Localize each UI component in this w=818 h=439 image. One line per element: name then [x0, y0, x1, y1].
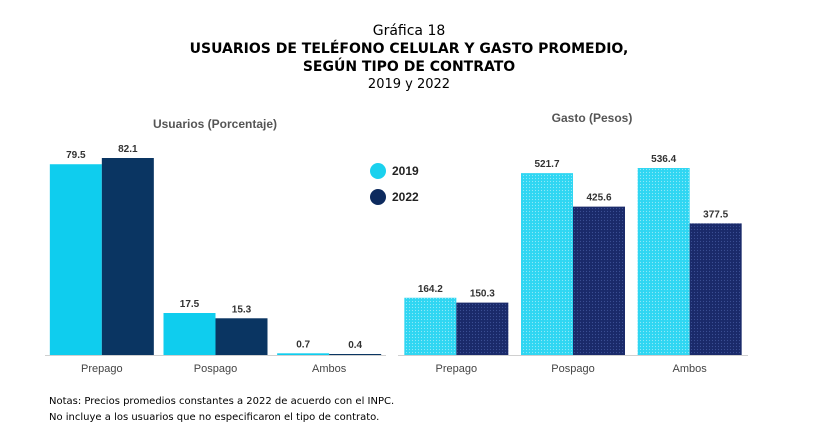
chart-title-line-1: USUARIOS DE TELÉFONO CELULAR Y GASTO PRO… — [189, 41, 629, 57]
bar-usuarios-ambos-2019 — [277, 353, 330, 355]
data-label-usuarios-ambos-2019: 0.7 — [296, 339, 310, 350]
bar-usuarios-pospago-2019 — [163, 313, 216, 355]
bar-usuarios-prepago-2019 — [49, 164, 102, 355]
data-label-gasto-pospago-2019: 521.7 — [534, 159, 559, 170]
category-label-gasto-prepago: Prepago — [436, 363, 478, 375]
bar-gasto-prepago-2019 — [404, 297, 457, 355]
chart-title-line-2: SEGÚN TIPO DE CONTRATO — [302, 59, 516, 75]
category-label-usuarios-pospago: Pospago — [194, 363, 237, 375]
legend-swatch-2022 — [370, 189, 386, 205]
legend-label-2022: 2022 — [392, 190, 419, 204]
panel-title-gasto: Gasto (Pesos) — [552, 111, 633, 125]
data-label-usuarios-prepago-2022: 82.1 — [118, 144, 138, 155]
data-label-gasto-ambos-2022: 377.5 — [703, 209, 728, 220]
bar-usuarios-ambos-2022 — [329, 354, 382, 355]
legend-label-2019: 2019 — [392, 164, 419, 178]
panel-title-usuarios: Usuarios (Porcentaje) — [153, 117, 277, 131]
bar-gasto-prepago-2022 — [456, 302, 509, 355]
data-label-usuarios-prepago-2019: 79.5 — [66, 150, 86, 161]
category-label-usuarios-prepago: Prepago — [81, 363, 123, 375]
legend-swatch-2019 — [370, 163, 386, 179]
bar-gasto-pospago-2019 — [521, 173, 573, 355]
chart-title-block: Gráfica 18 USUARIOS DE TELÉFONO CELULAR … — [0, 22, 818, 94]
chart-number: Gráfica 18 — [372, 23, 446, 39]
data-label-usuarios-pospago-2019: 17.5 — [180, 299, 200, 310]
data-label-gasto-pospago-2022: 425.6 — [586, 193, 611, 204]
chart-years: 2019 y 2022 — [367, 77, 451, 92]
note-line-1: Notas: Precios promedios constantes a 20… — [49, 396, 395, 407]
note-line-2: No incluye a los usuarios que no especif… — [49, 412, 380, 423]
category-label-usuarios-ambos: Ambos — [312, 363, 347, 375]
data-label-usuarios-ambos-2022: 0.4 — [348, 340, 362, 351]
category-label-gasto-ambos: Ambos — [673, 363, 708, 375]
bar-gasto-ambos-2022 — [689, 223, 742, 355]
legend: 2019 2022 — [370, 160, 419, 212]
bar-usuarios-prepago-2022 — [101, 158, 154, 355]
bar-gasto-pospago-2022 — [573, 206, 625, 355]
category-label-gasto-pospago: Pospago — [551, 363, 594, 375]
notes: Notas: Precios promedios constantes a 20… — [49, 394, 394, 426]
data-label-gasto-ambos-2019: 536.4 — [651, 154, 676, 165]
legend-item-2019: 2019 — [370, 160, 419, 182]
bar-usuarios-pospago-2022 — [215, 318, 268, 355]
legend-item-2022: 2022 — [370, 186, 419, 208]
data-label-gasto-prepago-2019: 164.2 — [418, 284, 443, 295]
bar-gasto-ambos-2019 — [637, 168, 690, 355]
data-label-usuarios-pospago-2022: 15.3 — [232, 304, 252, 315]
data-label-gasto-prepago-2022: 150.3 — [470, 289, 495, 300]
